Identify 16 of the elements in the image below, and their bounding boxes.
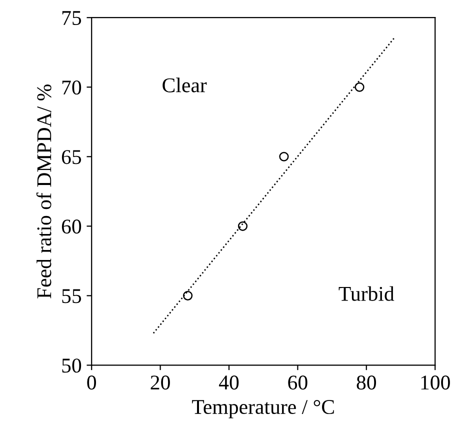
y-tick-label: 50 — [62, 358, 82, 373]
x-tick-label: 20 — [150, 376, 170, 390]
x-tick-label: 40 — [218, 376, 239, 390]
x-tick-label: 0 — [87, 376, 96, 390]
y-tick-label: 60 — [62, 220, 82, 234]
x-tick-label: 60 — [288, 376, 308, 390]
x-axis-title: Temperature / °C — [192, 400, 334, 418]
annotation: Clear — [162, 78, 207, 92]
y-tick-label: 65 — [62, 150, 82, 164]
x-tick-label: 80 — [356, 376, 376, 390]
x-tick-label: 100 — [421, 376, 450, 390]
y-axis-title: Feed ratio of DMPDA/ % — [36, 84, 52, 298]
y-tick-label: 55 — [62, 289, 82, 304]
y-tick-label: 75 — [62, 11, 82, 26]
annotation: Turbid — [338, 286, 394, 301]
y-tick-label: 70 — [62, 80, 82, 95]
